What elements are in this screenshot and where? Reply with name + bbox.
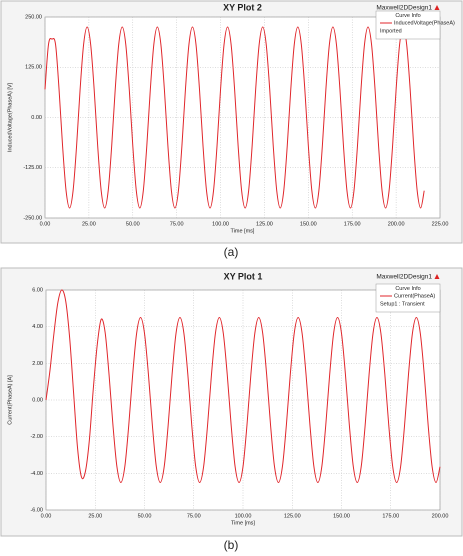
design-name: Maxwell2DDesign1 bbox=[376, 274, 432, 281]
x-tick-label: 75.00 bbox=[170, 221, 184, 227]
x-tick-label: 0.00 bbox=[40, 221, 51, 227]
x-tick-label: 100.00 bbox=[212, 221, 229, 227]
x-tick-label: 100.00 bbox=[235, 513, 252, 519]
x-tick-label: 125.00 bbox=[284, 513, 301, 519]
legend-title: Curve Info bbox=[395, 286, 420, 292]
x-tick-label: 175.00 bbox=[382, 513, 399, 519]
x-tick-label: 75.00 bbox=[187, 513, 201, 519]
y-tick-label: 4.00 bbox=[32, 324, 43, 330]
chart-title: XY Plot 2 bbox=[223, 2, 262, 12]
legend-source: Imported bbox=[380, 28, 402, 34]
y-tick-label: -4.00 bbox=[30, 471, 43, 477]
caption: (b) bbox=[224, 538, 239, 552]
y-axis-label: Current(PhaseA) [A] bbox=[7, 375, 13, 425]
x-tick-label: 25.00 bbox=[82, 221, 96, 227]
chart-title: XY Plot 1 bbox=[224, 271, 263, 281]
x-tick-label: 50.00 bbox=[138, 513, 152, 519]
data-line bbox=[44, 26, 425, 209]
legend-label: Current(PhaseA) bbox=[394, 293, 435, 299]
y-tick-label: -6.00 bbox=[30, 507, 43, 513]
design-name: Maxwell2DDesign1 bbox=[376, 5, 432, 12]
y-tick-label: 2.00 bbox=[32, 361, 43, 367]
y-tick-label: 0.00 bbox=[32, 397, 43, 403]
x-tick-label: 225.00 bbox=[432, 221, 449, 227]
legend-title: Curve Info bbox=[395, 13, 420, 19]
data-line bbox=[45, 289, 441, 484]
x-tick-label: 150.00 bbox=[300, 221, 317, 227]
design-icon bbox=[434, 274, 440, 279]
x-tick-label: 25.00 bbox=[88, 513, 102, 519]
y-tick-label: 125.00 bbox=[25, 65, 42, 71]
x-tick-label: 125.00 bbox=[256, 221, 273, 227]
legend-box bbox=[375, 283, 441, 313]
legend-label: InducedVoltage(PhaseA) bbox=[394, 20, 455, 26]
y-tick-label: 6.00 bbox=[32, 287, 43, 293]
design-icon bbox=[434, 5, 440, 10]
y-axis-label: InducedVoltage(PhaseA) [V] bbox=[7, 82, 13, 152]
legend-box bbox=[375, 10, 441, 40]
x-tick-label: 200.00 bbox=[388, 221, 405, 227]
x-tick-label: 150.00 bbox=[333, 513, 350, 519]
x-tick-label: 0.00 bbox=[41, 513, 52, 519]
y-tick-label: -250.00 bbox=[23, 215, 42, 221]
y-tick-label: -2.00 bbox=[30, 434, 43, 440]
y-tick-label: 0.00 bbox=[31, 115, 42, 121]
y-tick-label: -125.00 bbox=[23, 165, 42, 171]
legend-source: Setup1 : Transient bbox=[380, 301, 425, 307]
caption: (a) bbox=[224, 245, 239, 259]
x-tick-label: 200.00 bbox=[432, 513, 449, 519]
y-tick-label: 250.00 bbox=[25, 14, 42, 20]
x-tick-label: 175.00 bbox=[344, 221, 361, 227]
x-axis-label: Time [ms] bbox=[231, 228, 255, 234]
x-axis-label: Time [ms] bbox=[231, 520, 255, 526]
x-tick-label: 50.00 bbox=[126, 221, 140, 227]
